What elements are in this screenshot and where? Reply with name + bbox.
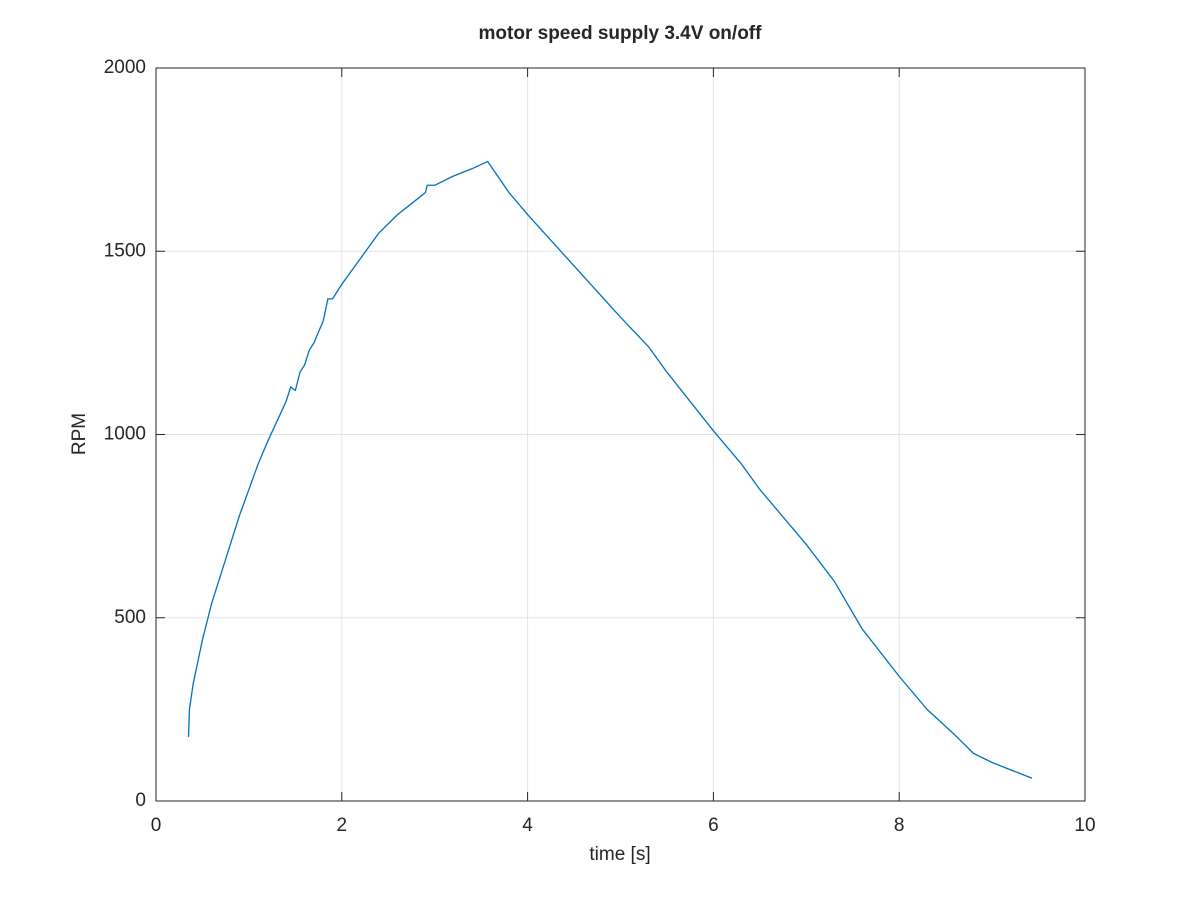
x-tick-label: 4 — [522, 815, 533, 836]
y-tick-label: 2000 — [104, 57, 146, 78]
y-tick-label: 0 — [135, 790, 146, 811]
x-axis-label: time [s] — [589, 844, 650, 865]
y-tick-label: 500 — [114, 607, 146, 628]
chart-title: motor speed supply 3.4V on/off — [479, 23, 763, 44]
y-axis-label: RPM — [69, 413, 90, 455]
x-tick-label: 8 — [894, 815, 905, 836]
x-tick-label: 2 — [337, 815, 348, 836]
plot-frame — [155, 67, 1086, 802]
x-tick-label: 10 — [1074, 815, 1095, 836]
y-tick-label: 1000 — [104, 424, 146, 445]
y-tick-label: 1500 — [104, 240, 146, 261]
x-tick-label: 6 — [708, 815, 719, 836]
x-tick-label: 0 — [151, 815, 162, 836]
data-line — [187, 160, 1033, 779]
